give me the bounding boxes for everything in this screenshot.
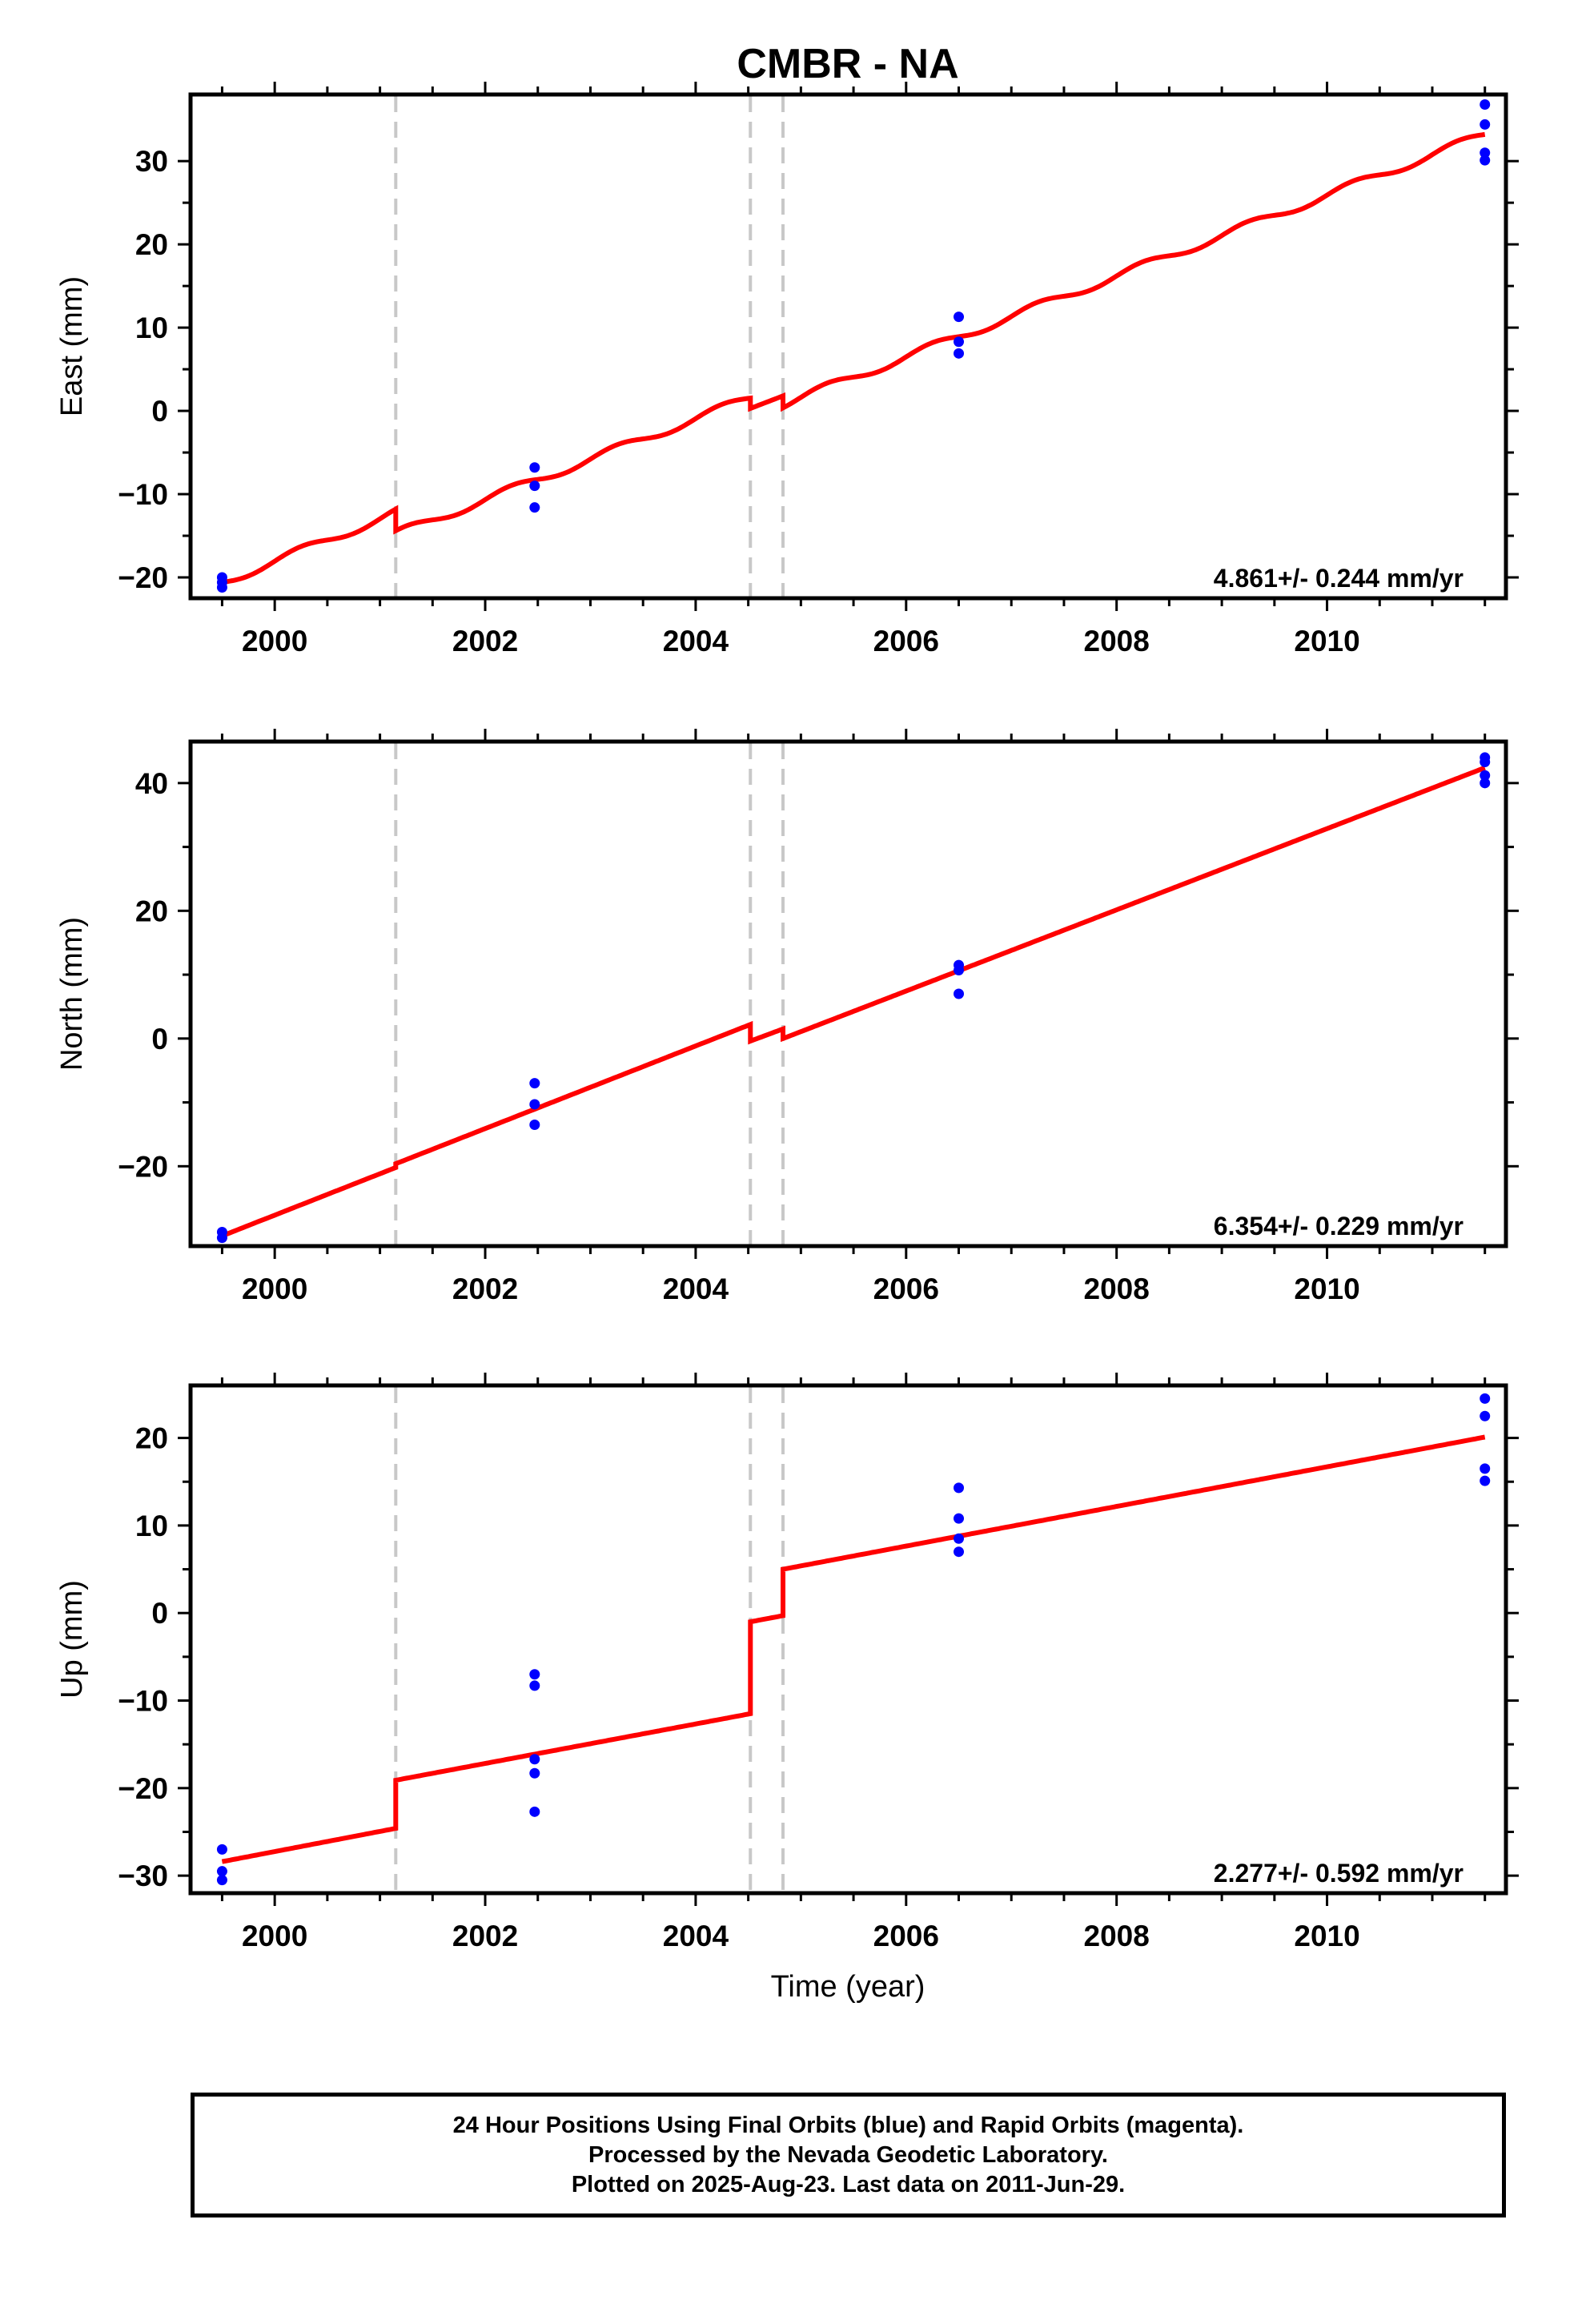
- x-tick-label: 2002: [452, 1920, 518, 1952]
- x-tick-label: 2010: [1294, 625, 1359, 657]
- data-point: [954, 1513, 965, 1524]
- x-tick-label: 2004: [663, 1273, 729, 1305]
- data-point: [1480, 1393, 1491, 1404]
- data-point: [1480, 1475, 1491, 1486]
- data-point: [529, 1119, 540, 1130]
- y-tick-label: −20: [118, 1150, 168, 1183]
- caption-line-2: Processed by the Nevada Geodetic Laborat…: [588, 2141, 1108, 2168]
- east-y-axis-label: East (mm): [55, 276, 89, 416]
- y-tick-label: 0: [151, 1023, 168, 1055]
- x-tick-label: 2008: [1084, 1273, 1150, 1305]
- data-point: [529, 1078, 540, 1089]
- up-rate-annotation: 2.277+/- 0.592 mm/yr: [1214, 1859, 1464, 1888]
- north-plot-frame: [188, 739, 1508, 1248]
- data-point: [954, 348, 965, 359]
- data-point: [216, 1866, 227, 1877]
- data-point: [529, 1806, 540, 1817]
- data-point: [529, 462, 540, 473]
- x-tick-label: 2006: [873, 1920, 939, 1952]
- data-point: [954, 988, 965, 999]
- x-tick-label: 2000: [242, 625, 307, 657]
- east-rate-annotation: 4.861+/- 0.244 mm/yr: [1214, 564, 1464, 593]
- north-y-axis-label: North (mm): [55, 917, 89, 1071]
- up-plot-frame: [188, 1383, 1508, 1896]
- y-tick-label: 10: [135, 1510, 168, 1542]
- y-tick-label: 20: [135, 1422, 168, 1455]
- y-tick-label: −10: [118, 478, 168, 511]
- data-point: [529, 502, 540, 513]
- data-point: [529, 1767, 540, 1779]
- up-panel: 2000 2002 2004 2006 2008 2010 −30 −20 −10 0 10 20 Up…: [55, 1373, 1519, 1952]
- data-point: [954, 1533, 965, 1544]
- x-tick-label: 2004: [663, 1920, 729, 1952]
- north-panel: 2000 2002 2004 2006 2008 2010 −20 0 20 40 North (m…: [55, 729, 1519, 1305]
- up-y-axis-label: Up (mm): [55, 1580, 89, 1699]
- y-tick-label: 20: [135, 228, 168, 261]
- east-plot-frame: [188, 92, 1508, 601]
- panels: 2000 2002 2004 2006 2008 2010−20−100102030Eas…: [55, 82, 1519, 1952]
- x-axis-label: Time (year): [771, 1970, 926, 2004]
- y-tick-label: 30: [135, 145, 168, 178]
- data-point: [1480, 778, 1491, 789]
- y-tick-label: 0: [151, 395, 168, 428]
- y-tick-label: 10: [135, 312, 168, 344]
- east-panel: 2000 2002 2004 2006 2008 2010 −20 −10 0 10 20 30 Eas…: [55, 82, 1519, 657]
- data-point: [954, 336, 965, 348]
- data-point: [954, 312, 965, 323]
- x-tick-label: 2010: [1294, 1273, 1359, 1305]
- data-point: [1480, 757, 1491, 768]
- data-point: [1480, 770, 1491, 781]
- y-tick-label: 0: [151, 1597, 168, 1630]
- fit-line: [221, 1434, 1486, 1864]
- caption-line-3: Plotted on 2025-Aug-23. Last data on 201…: [571, 2171, 1126, 2197]
- data-point: [1480, 99, 1491, 110]
- data-point: [529, 1680, 540, 1691]
- caption-box: 24 Hour Positions Using Final Orbits (bl…: [191, 2093, 1506, 2217]
- data-point: [954, 1482, 965, 1494]
- x-tick-label: 2008: [1084, 1920, 1150, 1952]
- data-point: [1480, 1410, 1491, 1421]
- data-point: [1480, 1463, 1491, 1474]
- caption-line-1: 24 Hour Positions Using Final Orbits (bl…: [452, 2112, 1244, 2138]
- y-tick-label: −30: [118, 1860, 168, 1892]
- x-tick-label: 2008: [1084, 625, 1150, 657]
- y-tick-label: 40: [135, 767, 168, 800]
- x-tick-label: 2010: [1294, 1920, 1359, 1952]
- fit-line: [221, 131, 1486, 585]
- data-point: [954, 1546, 965, 1558]
- x-tick-label: 2000: [242, 1920, 307, 1952]
- y-tick-label: −20: [118, 561, 168, 594]
- x-tick-label: 2006: [873, 1273, 939, 1305]
- data-point: [529, 1754, 540, 1765]
- data-point: [1480, 147, 1491, 159]
- data-point: [1480, 119, 1491, 130]
- data-point: [529, 1669, 540, 1680]
- north-rate-annotation: 6.354+/- 0.229 mm/yr: [1214, 1212, 1464, 1240]
- y-tick-label: 20: [135, 895, 168, 927]
- figure-title: CMBR - NA: [737, 41, 958, 87]
- data-point: [216, 1844, 227, 1855]
- data-point: [216, 1875, 227, 1886]
- data-point: [529, 1099, 540, 1110]
- x-tick-label: 2000: [242, 1273, 307, 1305]
- x-tick-label: 2002: [452, 625, 518, 657]
- data-point: [216, 1232, 227, 1244]
- y-tick-label: −20: [118, 1772, 168, 1805]
- x-tick-label: 2002: [452, 1273, 518, 1305]
- x-tick-label: 2006: [873, 625, 939, 657]
- data-point: [216, 581, 227, 593]
- data-point: [529, 480, 540, 492]
- y-tick-label: −10: [118, 1685, 168, 1718]
- data-point: [954, 964, 965, 975]
- fit-line: [221, 765, 1486, 1238]
- x-tick-label: 2004: [663, 625, 729, 657]
- data-point: [1480, 155, 1491, 166]
